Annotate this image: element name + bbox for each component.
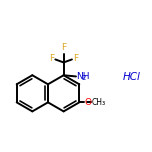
Text: NH: NH	[76, 72, 90, 81]
Text: O: O	[84, 98, 91, 107]
Text: CH₃: CH₃	[91, 98, 105, 107]
Text: HCl: HCl	[123, 72, 141, 82]
Text: F: F	[49, 54, 54, 63]
Text: 2: 2	[82, 74, 86, 81]
Text: F: F	[73, 54, 79, 63]
Text: F: F	[61, 43, 66, 52]
